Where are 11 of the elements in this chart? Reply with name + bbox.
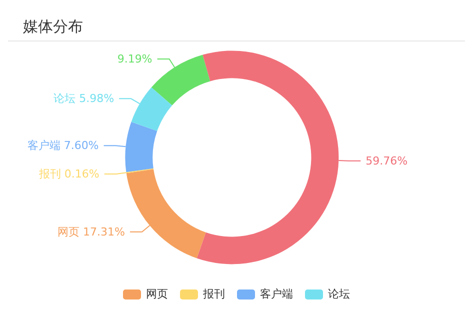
category-label: 网页 17.31% [58,225,125,238]
legend-label: 客户端 [260,288,293,300]
category-label: 报刊 0.16% [38,168,100,181]
category-label: 客户端 7.60% [27,139,99,152]
legend-label: 论坛 [328,288,350,300]
legend-label: 报刊 [202,288,225,300]
data-label: 9.19% [117,52,152,66]
legend-label: 网页 [146,288,168,300]
category-label: 论坛 5.98% [54,92,114,106]
data-label: 59.76% [366,154,408,168]
chart-title: 媒体分布 [23,18,83,36]
